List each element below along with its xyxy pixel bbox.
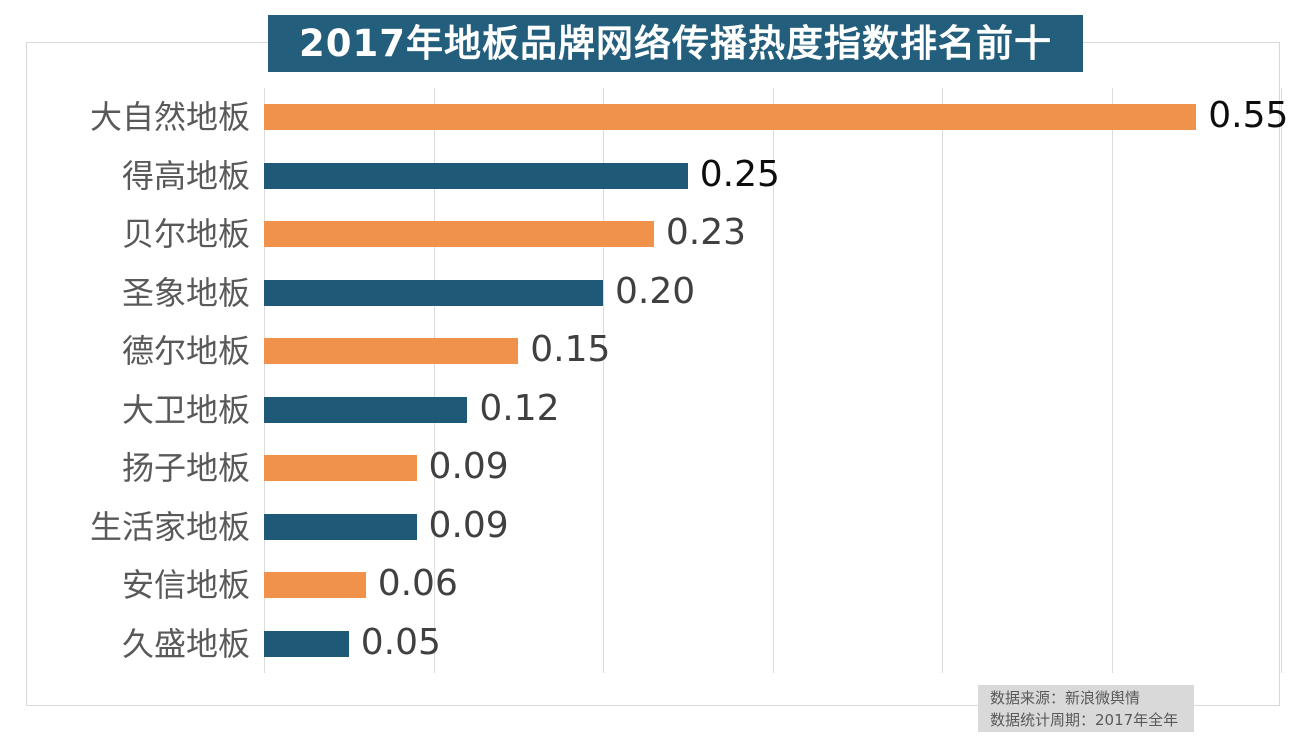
category-label: 安信地板 xyxy=(121,566,250,604)
source-note-box: 数据来源：新浪微舆情 数据统计周期：2017年全年 xyxy=(978,685,1194,732)
bar xyxy=(264,630,349,657)
bar xyxy=(264,162,688,189)
bar-row: 大自然地板 0.55 xyxy=(26,88,1288,147)
bar-row: 安信地板 0.06 xyxy=(26,556,1281,615)
category-label: 圣象地板 xyxy=(121,273,250,312)
bar-row: 大卫地板 0.12 xyxy=(26,381,1281,440)
bar xyxy=(264,455,417,481)
bar-row: 生活家地板 0.09 xyxy=(26,498,1281,557)
bar-row: 扬子地板 0.09 xyxy=(26,439,1281,498)
category-label: 生活家地板 xyxy=(89,507,250,546)
category-label: 贝尔地板 xyxy=(121,215,250,253)
chart-frame xyxy=(26,42,1280,706)
bar-row: 德尔地板 0.15 xyxy=(26,322,1281,381)
gridline xyxy=(1281,88,1282,673)
bar-row: 圣象地板 0.20 xyxy=(26,264,1281,323)
value-label: 0.23 xyxy=(665,212,746,254)
value-label: 0.25 xyxy=(699,153,780,195)
category-label: 大卫地板 xyxy=(121,390,250,429)
gridline xyxy=(433,88,435,673)
bar xyxy=(264,104,1197,130)
bar xyxy=(264,396,468,423)
source-note-line2: 数据统计周期：2017年全年 xyxy=(990,711,1179,729)
bar xyxy=(264,513,417,540)
bar xyxy=(264,279,603,306)
value-label: 0.20 xyxy=(615,270,696,312)
category-label: 大自然地板 xyxy=(89,98,250,136)
category-label: 德尔地板 xyxy=(121,332,250,370)
source-note-line1: 数据来源：新浪微舆情 xyxy=(990,689,1141,707)
bar xyxy=(264,572,366,598)
value-label: 0.12 xyxy=(479,387,560,429)
bar-row: 久盛地板 0.05 xyxy=(26,615,1281,674)
category-label: 得高地板 xyxy=(121,156,250,195)
bar xyxy=(264,221,654,247)
value-label: 0.06 xyxy=(377,563,458,605)
category-label: 扬子地板 xyxy=(121,449,250,487)
value-label: 0.09 xyxy=(428,504,509,546)
bar xyxy=(264,338,519,364)
plot-area: 大自然地板 0.55 得高地板 0.25 贝尔地板 0.23 圣象地板 0.20 德尔地板 0.1… xyxy=(26,88,1288,674)
gridline xyxy=(264,88,265,673)
gridline xyxy=(1111,88,1113,673)
category-label: 久盛地板 xyxy=(121,624,250,663)
value-label: 0.15 xyxy=(530,329,611,371)
bar-row: 得高地板 0.25 xyxy=(26,147,1281,206)
chart-title: 2017年地板品牌网络传播热度指数排名前十 xyxy=(268,15,1083,72)
value-label: 0.55 xyxy=(1208,95,1289,137)
bar-row: 贝尔地板 0.23 xyxy=(26,205,1281,264)
value-label: 0.09 xyxy=(428,446,509,488)
gridline xyxy=(942,88,943,673)
gridline xyxy=(772,88,774,673)
value-label: 0.05 xyxy=(360,621,441,663)
gridline xyxy=(603,88,604,673)
